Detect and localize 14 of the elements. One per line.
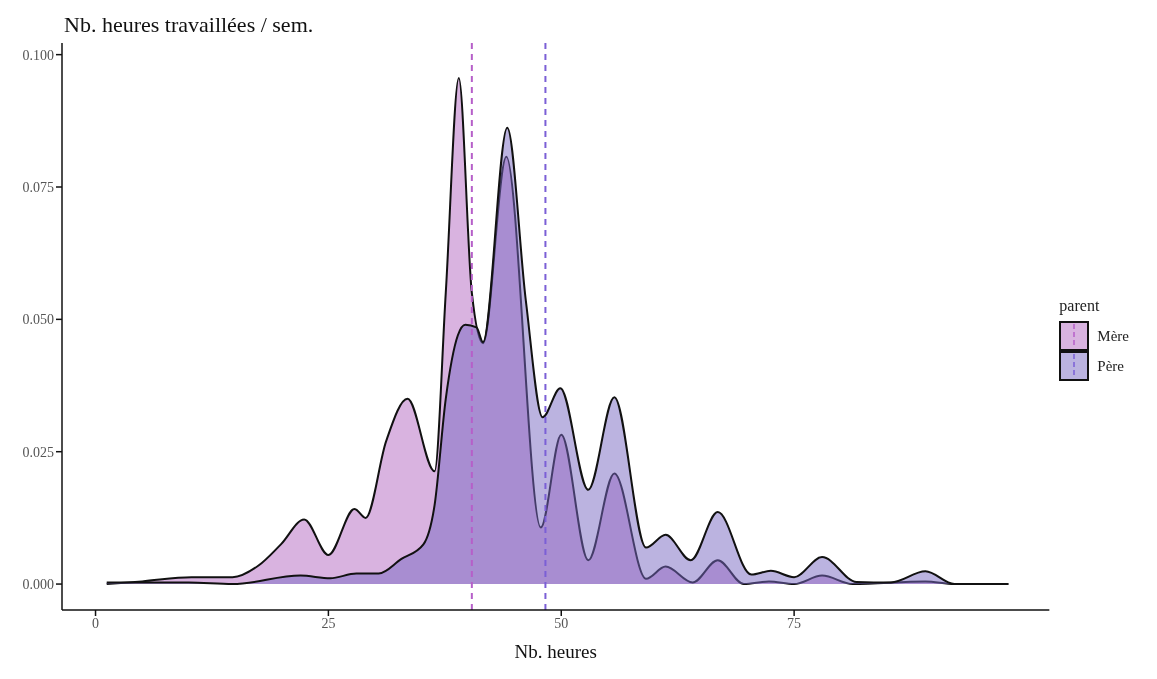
y-tick-label: 0.100 [22, 47, 54, 63]
y-tick-label: 0.075 [22, 179, 54, 195]
chart-title: Nb. heures travaillées / sem. [64, 12, 314, 38]
x-tick-label: 75 [787, 615, 802, 631]
legend-title: parent [1059, 297, 1101, 315]
legend-label: Père [1097, 357, 1124, 375]
x-tick-label: 50 [554, 615, 569, 631]
legend-label: Mère [1097, 327, 1129, 345]
x-tick-label: 25 [321, 615, 336, 631]
x-axis-title: Nb. heures [514, 641, 597, 662]
y-tick-label: 0.025 [22, 444, 54, 460]
y-tick-label: 0.050 [22, 312, 54, 328]
x-tick-label: 0 [92, 615, 100, 631]
y-tick-label: 0.000 [22, 577, 54, 593]
